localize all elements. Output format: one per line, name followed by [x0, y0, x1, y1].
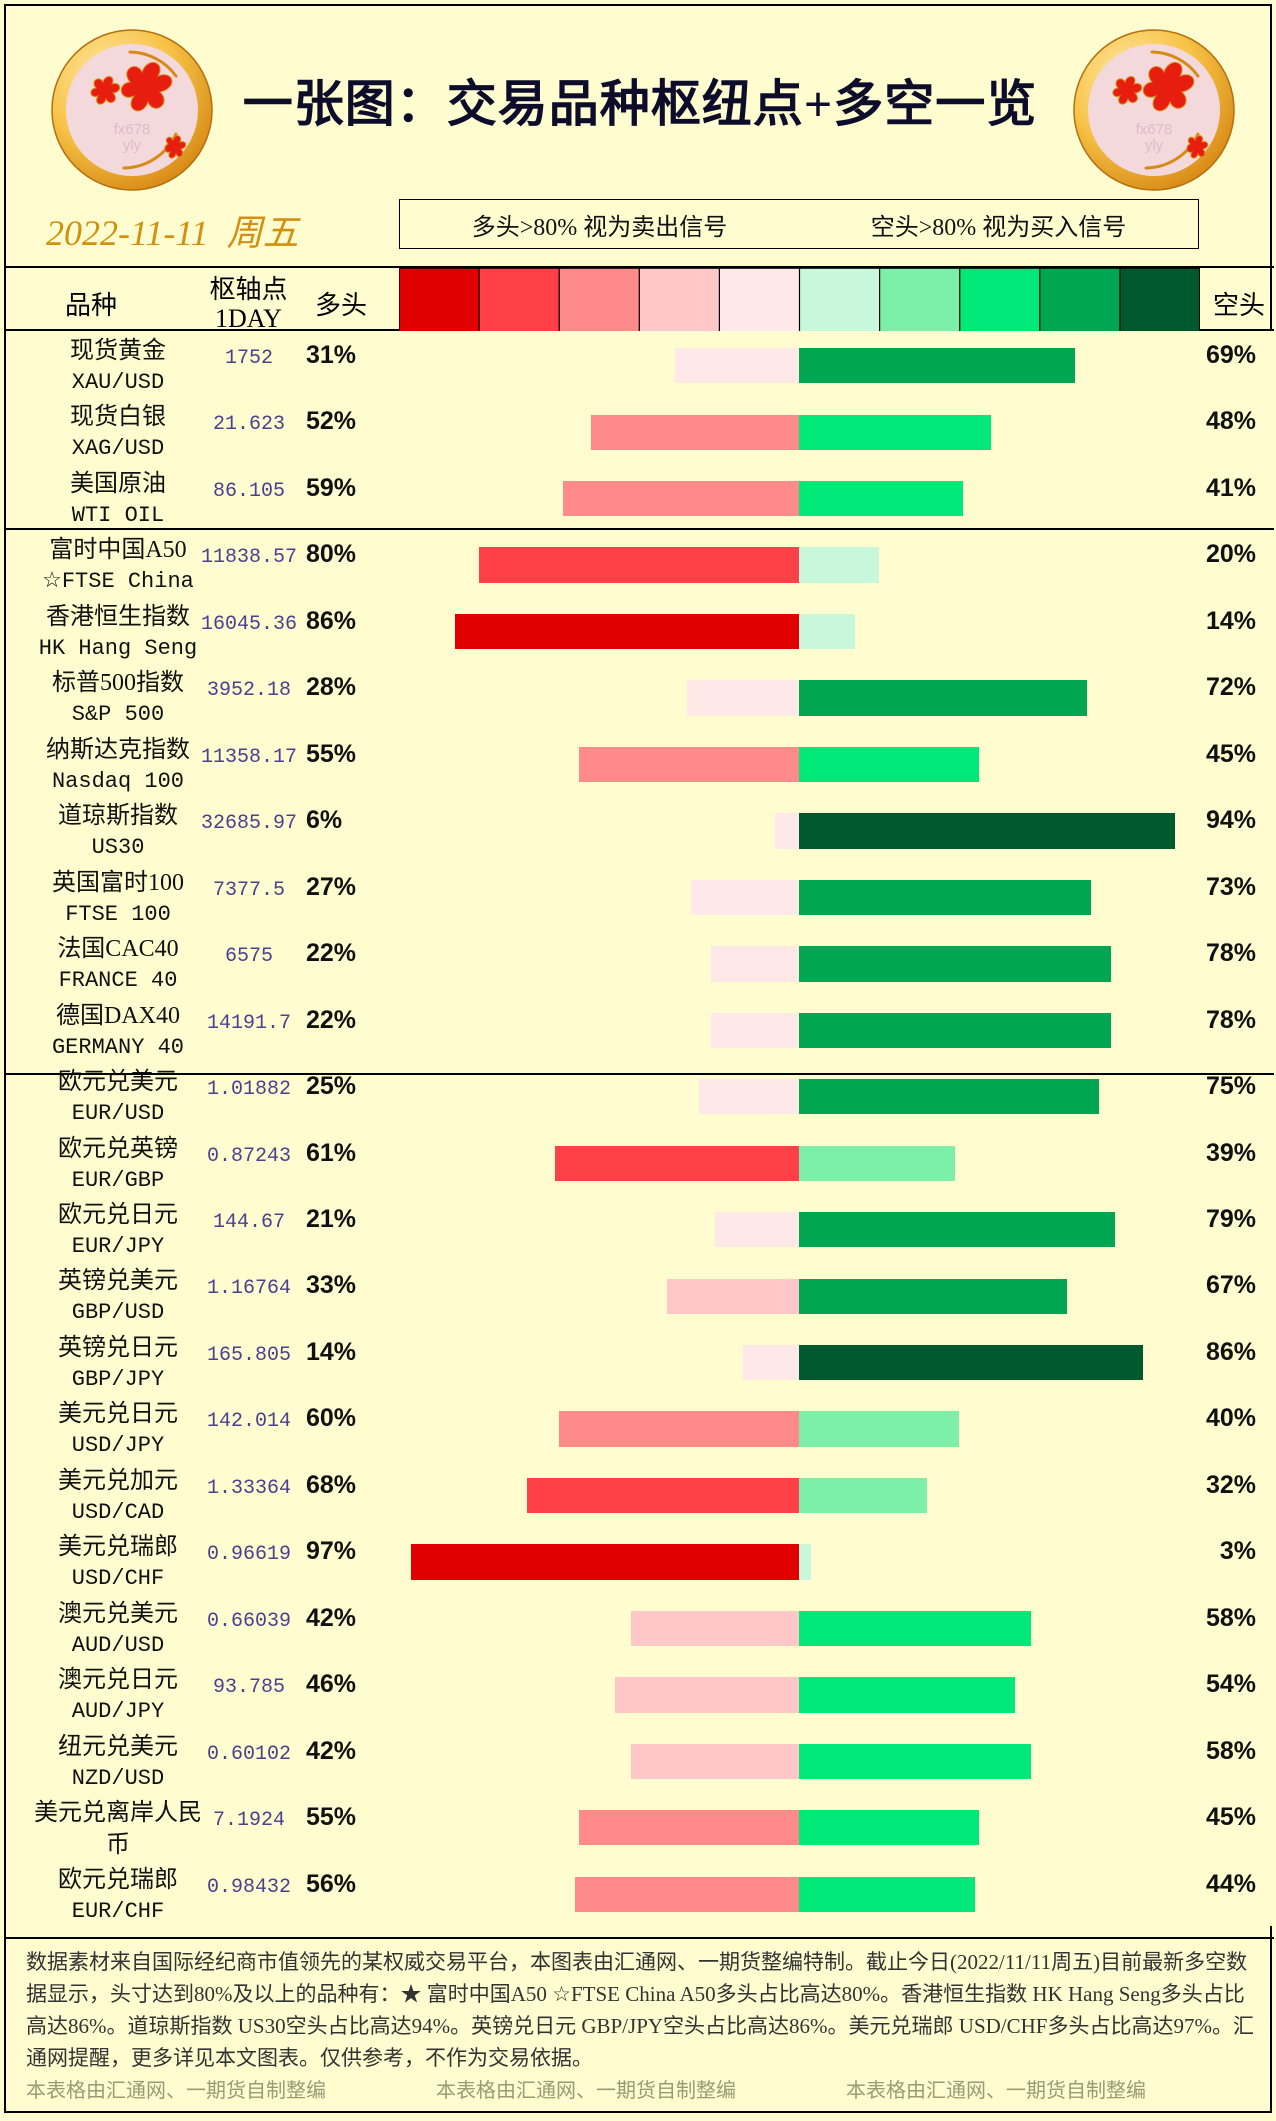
svg-text:yly: yly: [123, 137, 142, 154]
svg-text:yly: yly: [1145, 137, 1164, 154]
